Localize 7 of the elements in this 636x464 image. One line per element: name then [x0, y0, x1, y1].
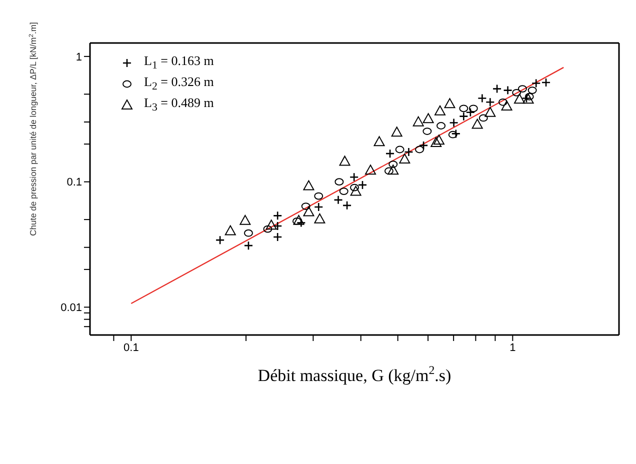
- y-tick-label: 1: [76, 51, 82, 64]
- legend-label: L$_{1}$ = 0.163 m: [144, 53, 214, 72]
- y-tick-label: 0.1: [66, 176, 82, 189]
- legend-label: L$_{3}$ = 0.489 m: [144, 95, 214, 114]
- legend-label: L$_{2}$ = 0.326 m: [144, 74, 214, 93]
- y-tick-label: 0.01: [60, 302, 82, 314]
- x-axis-title: Débit massique, G (kg/m$^{2}$.s): [258, 363, 452, 385]
